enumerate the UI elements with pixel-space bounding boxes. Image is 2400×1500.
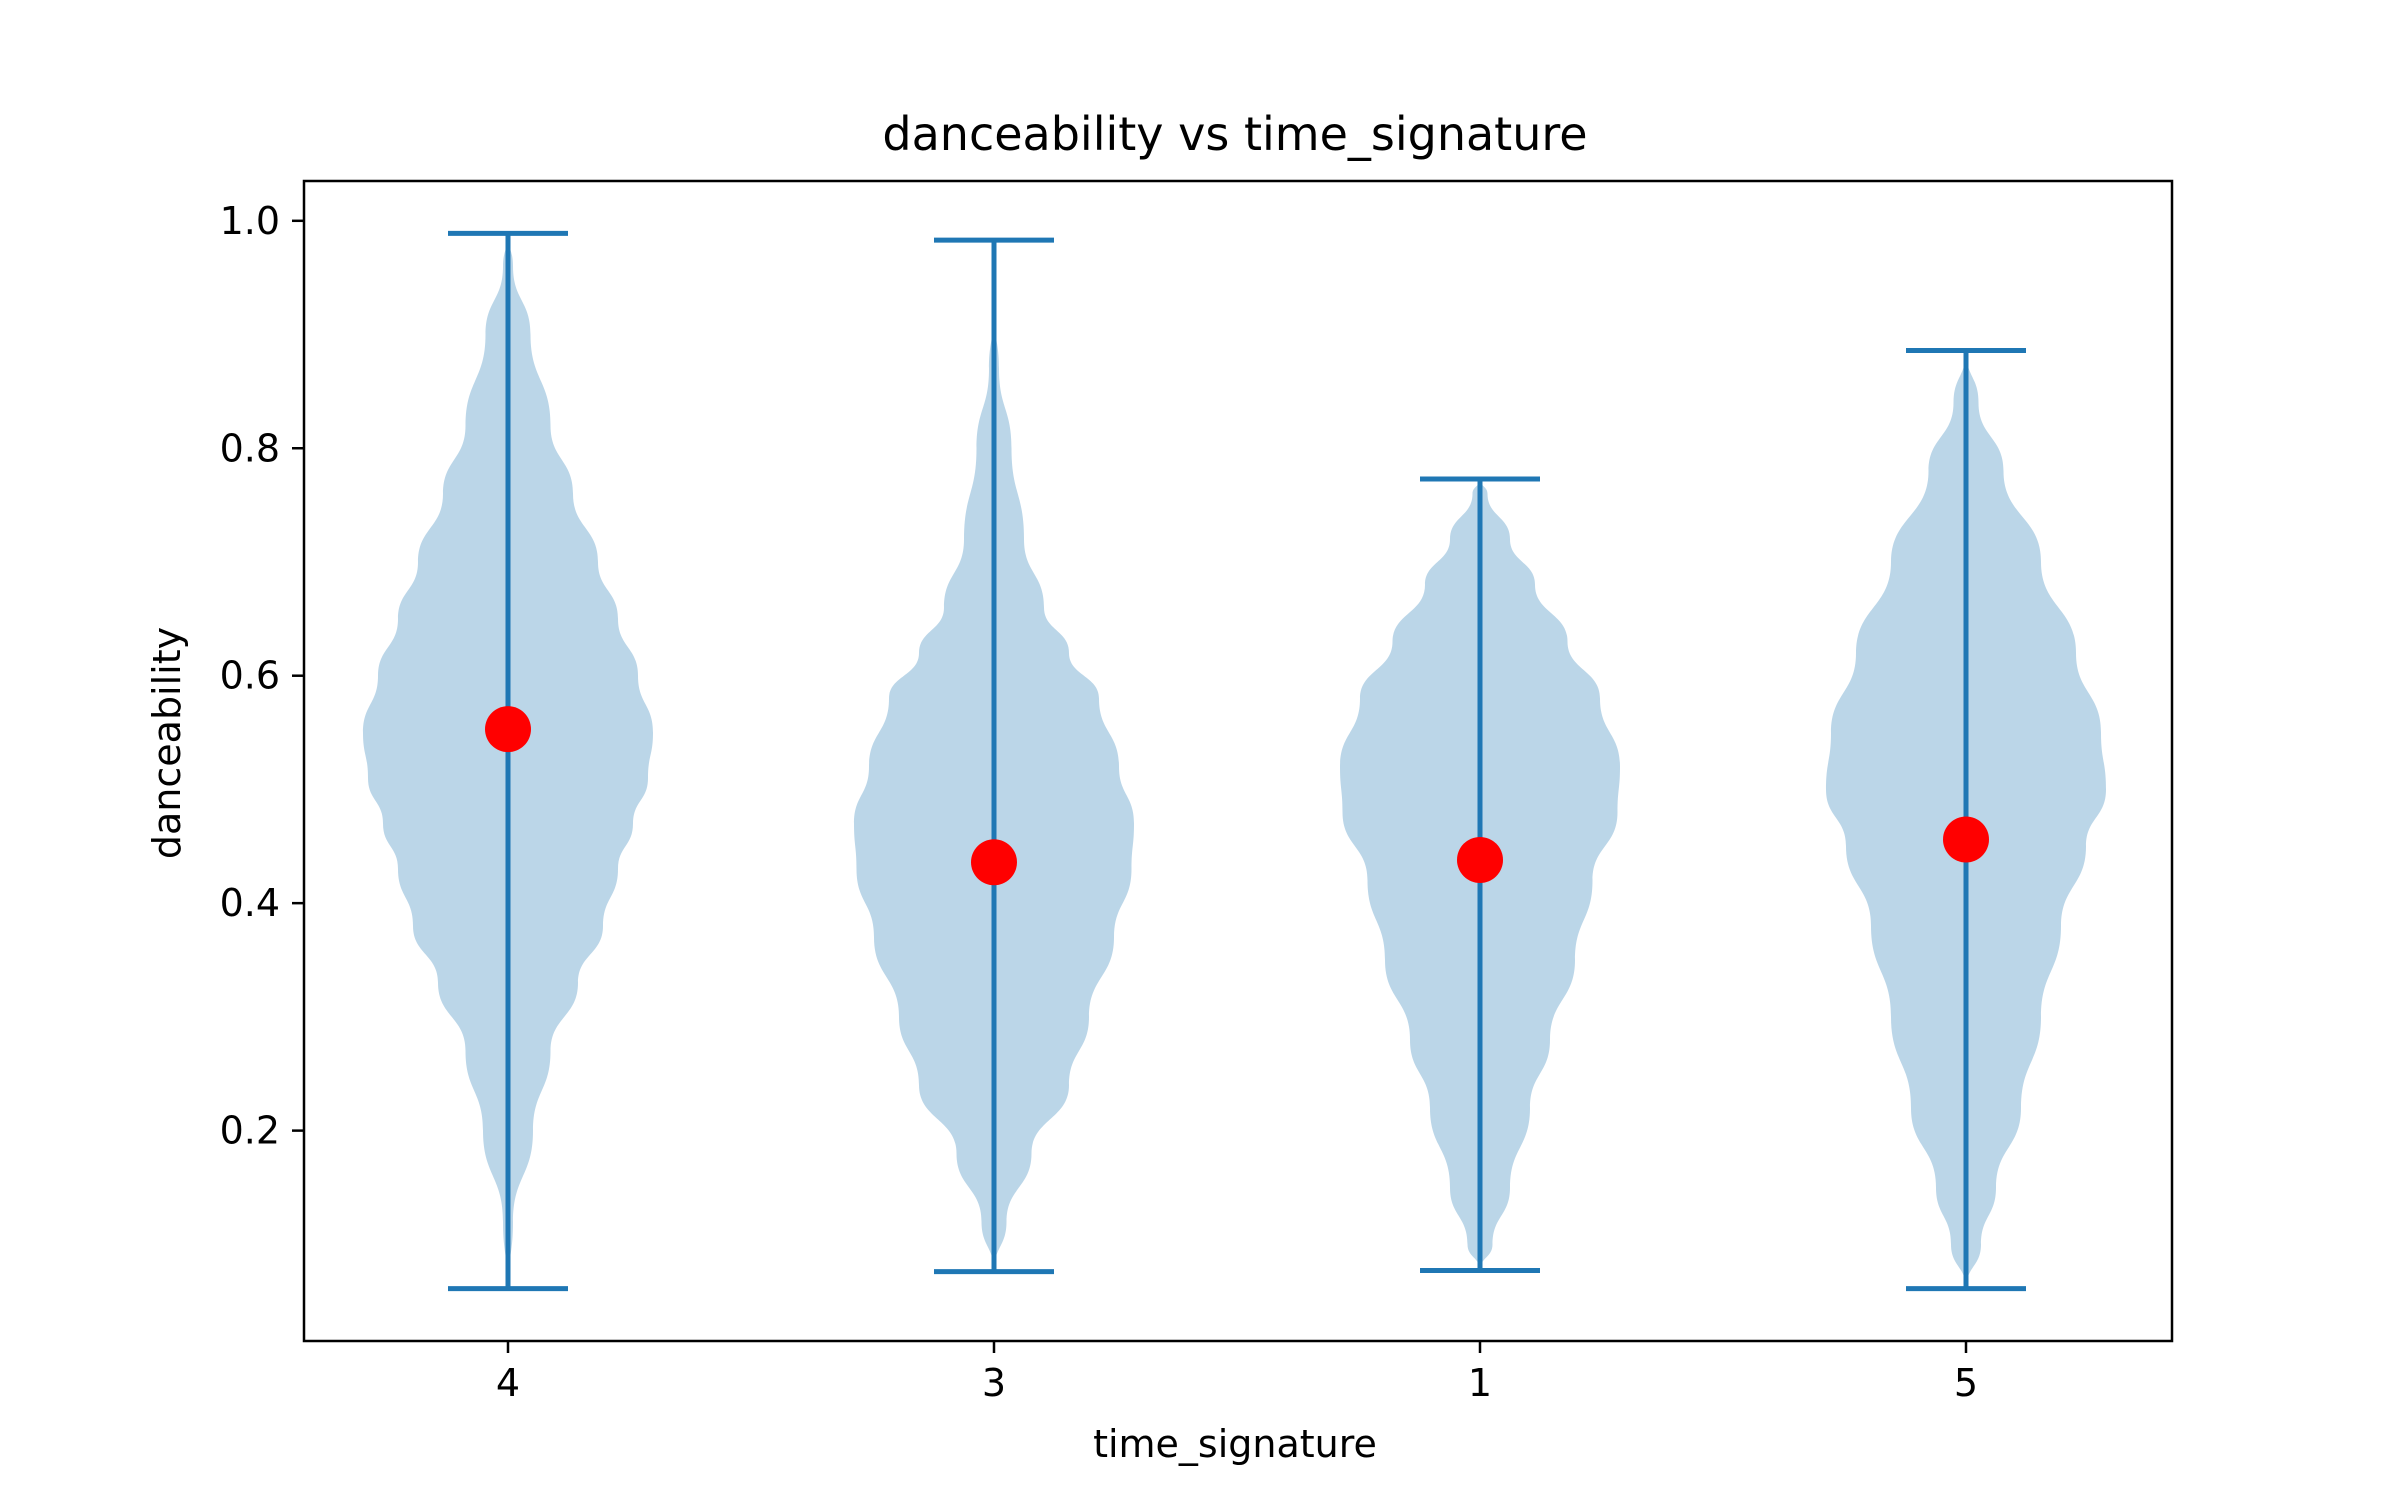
y-tick-label: 1.0 xyxy=(220,199,280,243)
x-axis-label: time_signature xyxy=(1093,1422,1377,1466)
x-tick-label: 5 xyxy=(1954,1361,1978,1405)
y-tick-label: 0.4 xyxy=(220,881,280,925)
plot-area xyxy=(363,230,2106,1292)
violin-group-1 xyxy=(1340,476,1620,1273)
violin-group-4 xyxy=(363,230,653,1292)
x-tick-label: 1 xyxy=(1468,1361,1492,1405)
x-tick-label: 3 xyxy=(982,1361,1006,1405)
violin-group-5 xyxy=(1826,347,2106,1292)
y-tick-label: 0.6 xyxy=(220,654,280,698)
mean-marker-5 xyxy=(1943,816,1989,863)
mean-marker-1 xyxy=(1457,836,1503,883)
axes-frame xyxy=(302,179,2174,1343)
y-tick-label: 0.8 xyxy=(220,426,280,470)
chart-title: danceability vs time_signature xyxy=(882,107,1587,161)
x-tick-label: 4 xyxy=(496,1361,520,1405)
y-tick-label: 0.2 xyxy=(220,1109,280,1153)
axes: 0.2 0.4 0.6 0.8 1.0 4 3 1 5 xyxy=(220,179,2174,1405)
mean-marker-3 xyxy=(971,839,1017,886)
y-axis-label: danceability xyxy=(145,627,189,859)
mean-marker-4 xyxy=(485,706,531,753)
violin-group-3 xyxy=(854,237,1134,1275)
